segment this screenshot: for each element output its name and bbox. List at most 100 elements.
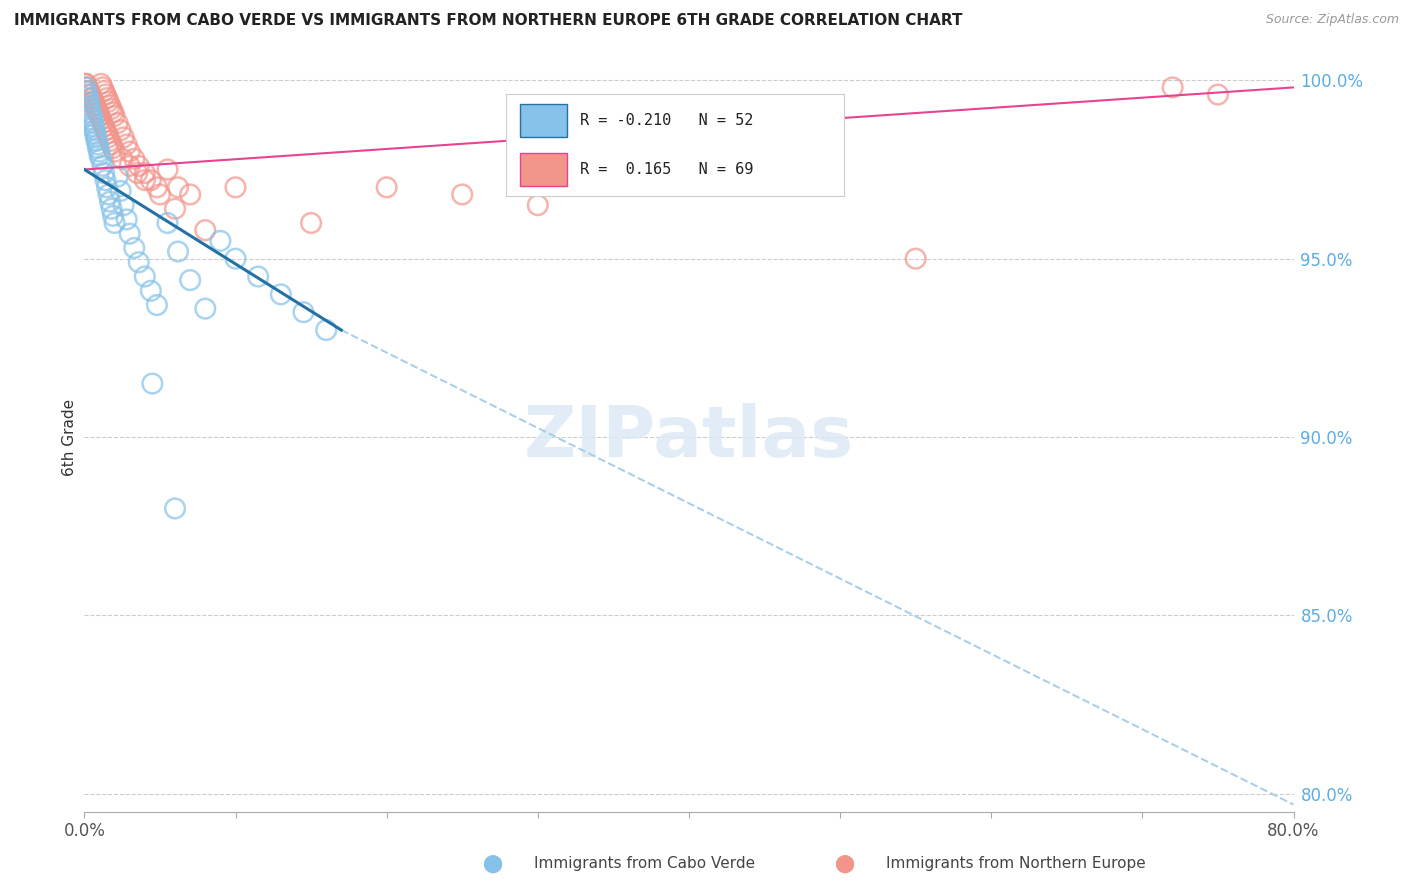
Point [79,87,101,102]
Point [118,159,141,173]
Point [96,180,118,194]
Point [76,91,98,105]
Point [80,109,103,123]
Point [141,376,163,391]
Point [139,173,162,187]
Point [97,187,120,202]
Point [375,180,398,194]
Point [904,252,927,266]
Point [76,87,98,102]
Point [104,109,127,123]
Point [179,273,201,287]
Point [90,112,112,127]
Point [134,166,156,180]
Point [80,91,103,105]
Text: R = -0.210   N = 52: R = -0.210 N = 52 [581,112,754,128]
Point [86,102,108,116]
Point [134,269,156,284]
Point [299,216,322,230]
Point [97,95,120,109]
Point [110,123,132,137]
Point [87,137,110,152]
Text: ⬤: ⬤ [834,855,853,872]
Point [100,137,122,152]
Point [93,120,115,134]
Point [84,123,107,137]
Point [79,87,101,102]
Point [82,120,104,134]
Point [122,152,145,166]
Point [194,223,217,237]
Point [76,80,98,95]
Point [96,91,118,105]
Point [602,162,624,177]
Point [80,112,103,127]
Point [292,305,315,319]
Point [110,184,132,198]
Point [75,77,97,91]
Point [156,162,179,177]
Point [101,141,124,155]
Text: Immigrants from Northern Europe: Immigrants from Northern Europe [886,856,1146,871]
Point [107,169,129,184]
Point [98,194,121,209]
Point [89,109,111,123]
Point [75,80,97,95]
Point [270,287,292,301]
Point [167,244,190,259]
Point [84,98,107,112]
Point [94,173,117,187]
Point [115,137,138,152]
Point [165,501,187,516]
Point [82,116,104,130]
Point [127,166,149,180]
Point [111,152,134,166]
Point [77,84,100,98]
Point [128,159,150,173]
Point [104,216,127,230]
Point [89,109,111,123]
Text: Source: ZipAtlas.com: Source: ZipAtlas.com [1265,13,1399,27]
Point [84,98,107,112]
Point [146,298,169,312]
Point [90,77,112,91]
Point [209,234,232,248]
Point [94,123,117,137]
Point [112,198,135,212]
Point [122,241,145,255]
Text: IMMIGRANTS FROM CABO VERDE VS IMMIGRANTS FROM NORTHERN EUROPE 6TH GRADE CORRELAT: IMMIGRANTS FROM CABO VERDE VS IMMIGRANTS… [14,13,963,29]
Point [179,187,201,202]
Point [89,145,111,159]
Point [1206,87,1229,102]
Point [86,130,108,145]
Point [90,152,112,166]
Point [77,84,100,98]
Point [247,269,270,284]
Text: ⬤: ⬤ [482,855,502,872]
Point [104,145,127,159]
Point [527,198,550,212]
Point [97,130,120,145]
Point [167,180,190,194]
Point [146,180,169,194]
Point [76,80,98,95]
Point [101,209,124,223]
Point [91,116,114,130]
Point [118,145,141,159]
Point [225,180,247,194]
Point [1161,80,1184,95]
Point [118,227,141,241]
Point [115,212,138,227]
Point [149,187,172,202]
Point [89,148,111,162]
Point [94,87,117,102]
Point [75,84,97,98]
Point [82,95,104,109]
Point [128,255,150,269]
Point [194,301,217,316]
Point [87,105,110,120]
Point [98,98,121,112]
Point [134,173,156,187]
Text: ZIPatlas: ZIPatlas [524,402,853,472]
Point [107,116,129,130]
